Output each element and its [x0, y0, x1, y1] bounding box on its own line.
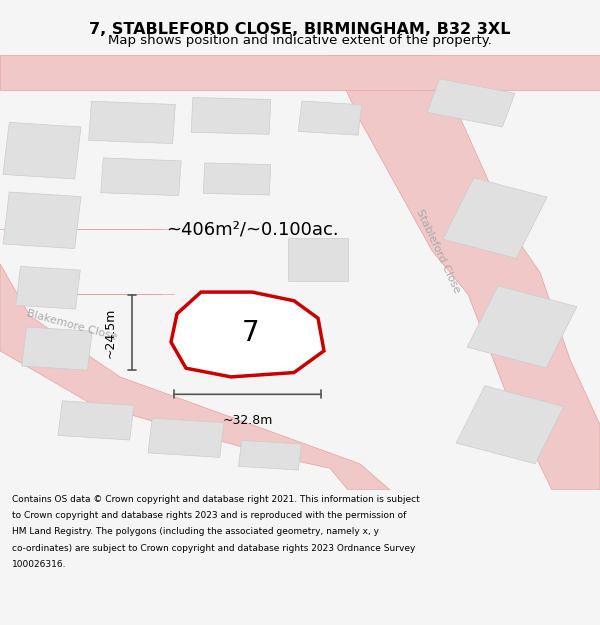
Polygon shape: [443, 177, 547, 259]
Polygon shape: [239, 440, 301, 470]
Polygon shape: [148, 418, 224, 457]
Polygon shape: [22, 327, 92, 370]
Polygon shape: [58, 401, 134, 440]
Text: 7, STABLEFORD CLOSE, BIRMINGHAM, B32 3XL: 7, STABLEFORD CLOSE, BIRMINGHAM, B32 3XL: [89, 22, 511, 37]
Text: 7: 7: [242, 319, 260, 347]
Polygon shape: [171, 292, 324, 377]
Polygon shape: [330, 55, 600, 490]
Polygon shape: [89, 101, 175, 144]
Polygon shape: [0, 264, 390, 490]
Text: ~32.8m: ~32.8m: [223, 414, 272, 427]
Polygon shape: [288, 238, 348, 281]
Polygon shape: [427, 79, 515, 127]
Polygon shape: [16, 266, 80, 309]
Polygon shape: [467, 286, 577, 368]
Text: HM Land Registry. The polygons (including the associated geometry, namely x, y: HM Land Registry. The polygons (includin…: [12, 528, 379, 536]
Polygon shape: [101, 158, 181, 196]
Polygon shape: [0, 55, 600, 90]
Text: ~24.5m: ~24.5m: [104, 307, 117, 358]
Text: 100026316.: 100026316.: [12, 560, 67, 569]
Text: Map shows position and indicative extent of the property.: Map shows position and indicative extent…: [108, 34, 492, 48]
Polygon shape: [191, 98, 271, 134]
Text: Blakemore Close: Blakemore Close: [26, 308, 118, 342]
Polygon shape: [203, 163, 271, 195]
Polygon shape: [456, 386, 564, 464]
Polygon shape: [298, 101, 362, 135]
Text: to Crown copyright and database rights 2023 and is reproduced with the permissio: to Crown copyright and database rights 2…: [12, 511, 406, 520]
Text: Stableford Close: Stableford Close: [414, 208, 462, 294]
Text: co-ordinates) are subject to Crown copyright and database rights 2023 Ordnance S: co-ordinates) are subject to Crown copyr…: [12, 544, 415, 552]
Text: ~406m²/~0.100ac.: ~406m²/~0.100ac.: [166, 220, 338, 238]
Polygon shape: [3, 192, 81, 249]
Text: Contains OS data © Crown copyright and database right 2021. This information is : Contains OS data © Crown copyright and d…: [12, 495, 420, 504]
Polygon shape: [3, 122, 81, 179]
